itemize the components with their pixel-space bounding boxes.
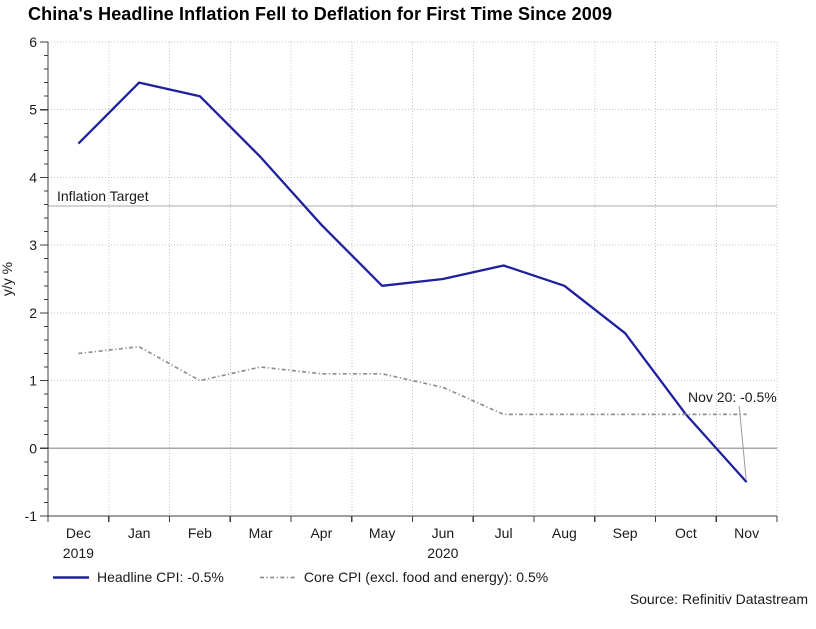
x-year-label: 2020 [427, 545, 458, 561]
inflation-target-label: Inflation Target [57, 188, 149, 204]
annotation-label: Nov 20: -0.5% [688, 389, 777, 405]
y-tick-label: 6 [29, 34, 37, 50]
x-month-label: Feb [188, 525, 212, 541]
y-tick-label: 1 [29, 373, 37, 389]
legend-label-core: Core CPI (excl. food and energy): 0.5% [303, 569, 549, 585]
legend-entry-core: Core CPI (excl. food and energy): 0.5% [259, 569, 548, 585]
x-month-label: Sep [613, 525, 638, 541]
annotation-callout-line [738, 405, 747, 480]
series-line-headline-cpi [77, 81, 748, 483]
x-month-label: Jan [128, 525, 151, 541]
y-axis-title: y/y % [0, 262, 15, 296]
y-tick-label: 4 [29, 169, 37, 185]
y-tick-label: -1 [25, 508, 38, 524]
chart-title: China's Headline Inflation Fell to Defla… [28, 4, 613, 24]
y-tick-label: 2 [29, 305, 37, 321]
x-month-label: Mar [249, 525, 273, 541]
y-tick-label: 5 [29, 102, 37, 118]
source-credit: Source: Refinitiv Datastream [629, 591, 808, 607]
x-month-label: May [369, 525, 395, 541]
headline-line-swatch-icon [53, 575, 89, 579]
y-tick-label: 3 [29, 237, 37, 253]
x-year-label: 2019 [63, 545, 94, 561]
y-tick-label: 0 [29, 440, 37, 456]
legend: Headline CPI: -0.5% Core CPI (excl. food… [52, 569, 548, 585]
x-month-label: Oct [675, 525, 697, 541]
x-month-label: Aug [552, 525, 577, 541]
x-month-label: Jul [495, 525, 513, 541]
x-month-label: Dec [66, 525, 91, 541]
core-line-swatch-icon [259, 576, 296, 578]
series-line-core-cpi [78, 345, 747, 416]
legend-entry-headline: Headline CPI: -0.5% [52, 569, 224, 585]
x-month-label: Apr [310, 525, 332, 541]
x-month-label: Jun [432, 525, 455, 541]
x-month-label: Nov [734, 525, 759, 541]
legend-label-headline: Headline CPI: -0.5% [97, 569, 224, 585]
